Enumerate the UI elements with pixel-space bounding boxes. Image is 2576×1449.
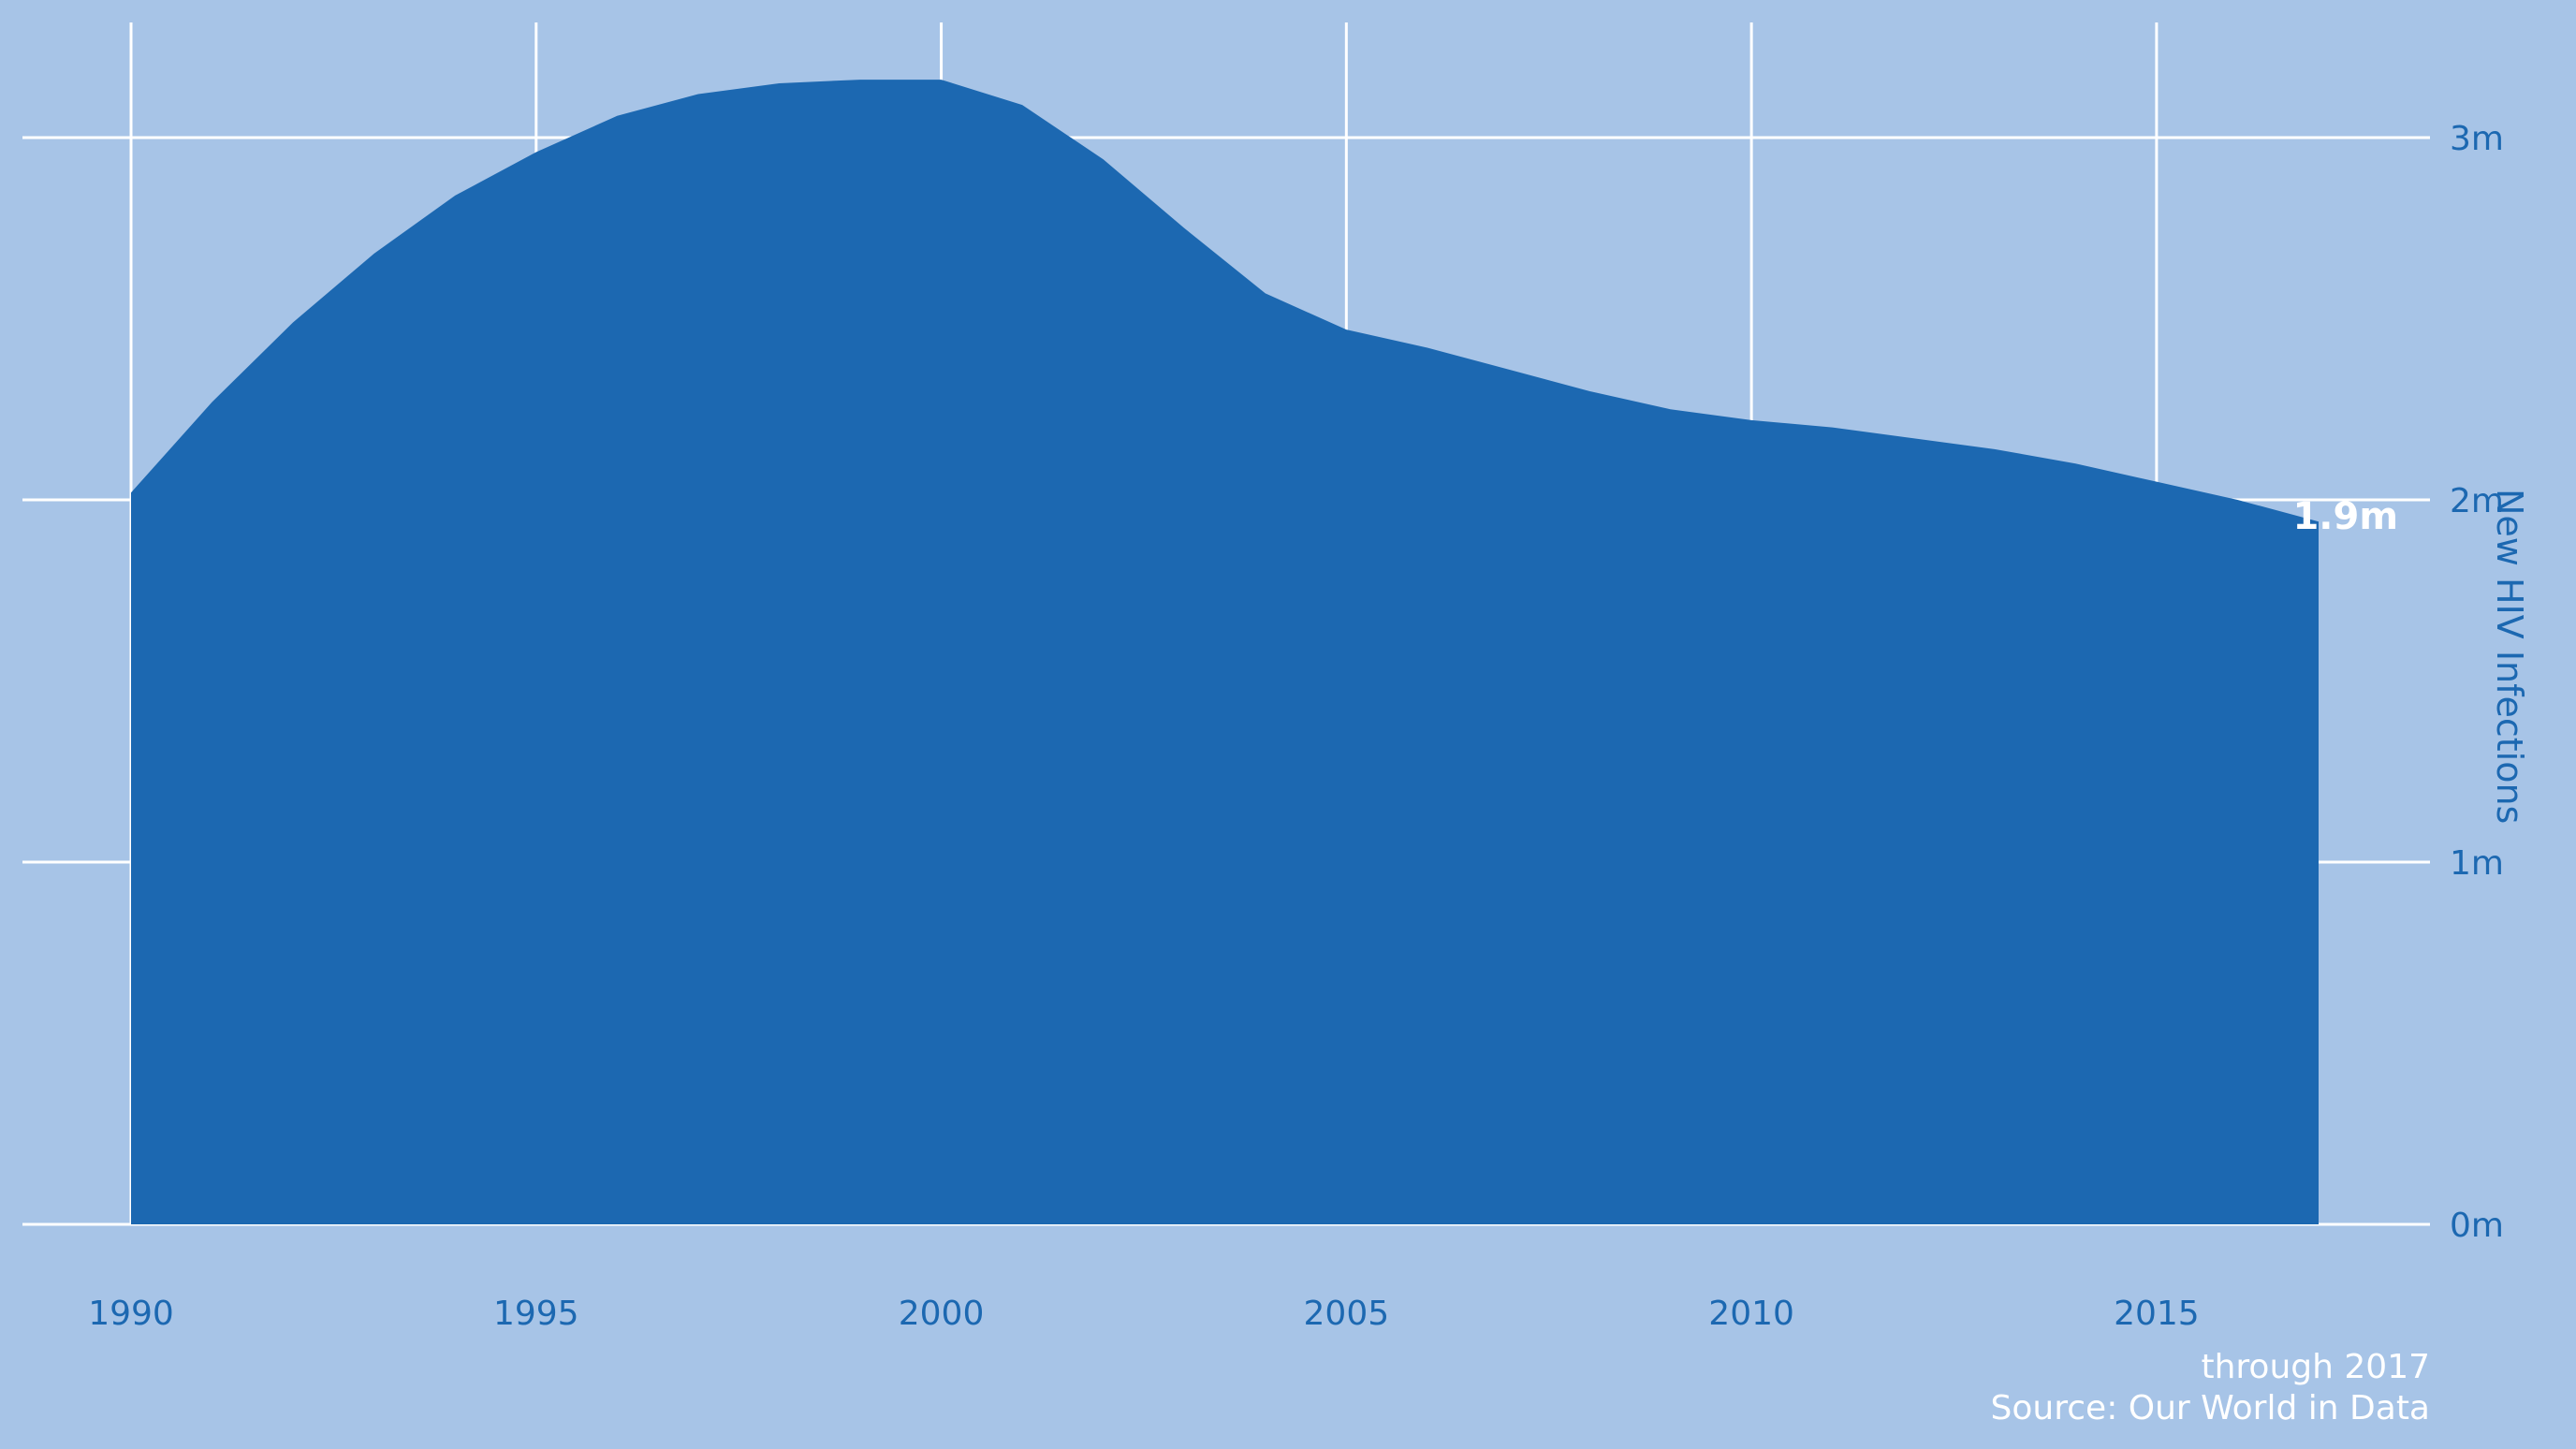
end-value-label: 1.9m <box>2292 495 2398 538</box>
y-axis-tick-labels: 0m 1m 2m 3m <box>2450 120 2504 1245</box>
source-note: Source: Our World in Data <box>1991 1389 2430 1427</box>
y-axis-label: New HIV Infections <box>2489 489 2530 824</box>
y-tick-label-0m: 0m <box>2450 1207 2504 1245</box>
x-tick-label-2005: 2005 <box>1304 1295 1390 1333</box>
x-tick-label-2015: 2015 <box>2114 1295 2200 1333</box>
area-series <box>131 80 2319 1225</box>
y-tick-label-2m: 2m <box>2450 482 2504 520</box>
note-through-year: through 2017 <box>2201 1348 2430 1386</box>
x-tick-label-2010: 2010 <box>1708 1295 1794 1333</box>
x-tick-label-1990: 1990 <box>88 1295 174 1333</box>
x-axis-tick-labels: 1990 1995 2000 2005 2010 2015 <box>88 1295 2200 1333</box>
y-tick-label-3m: 3m <box>2450 120 2504 158</box>
x-tick-label-1995: 1995 <box>493 1295 579 1333</box>
x-tick-label-2000: 2000 <box>899 1295 985 1333</box>
y-tick-label-1m: 1m <box>2450 844 2504 883</box>
